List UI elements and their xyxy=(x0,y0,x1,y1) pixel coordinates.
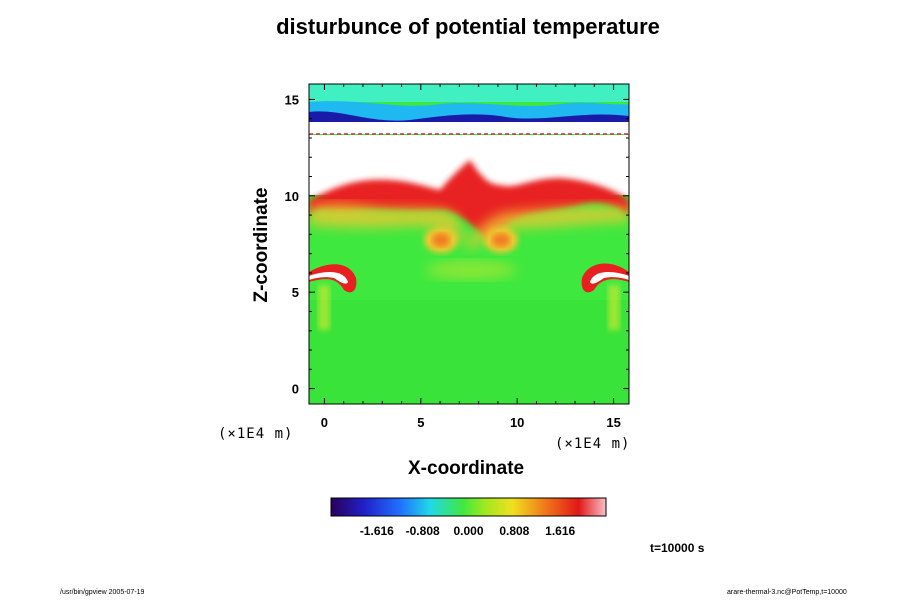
y-tick-label: 0 xyxy=(292,382,299,397)
upper-layer-cyan xyxy=(309,84,629,102)
x-axis-unit: (×1E4 m) xyxy=(555,436,631,452)
footer-left: /usr/bin/gpview 2005-07-19 xyxy=(60,589,145,596)
colorbar-tick-label: 1.616 xyxy=(545,524,575,538)
y-axis-unit: (×1E4 m) xyxy=(218,426,294,442)
colorbar-tick-label: 0.000 xyxy=(453,524,483,538)
x-tick-label: 15 xyxy=(606,415,620,430)
y-tick-label: 10 xyxy=(285,189,299,204)
colorbar xyxy=(330,497,607,517)
x-tick-label: 0 xyxy=(321,415,328,430)
x-tick-label: 5 xyxy=(417,415,424,430)
y-tick-label: 5 xyxy=(292,285,299,300)
x-tick-label: 10 xyxy=(510,415,524,430)
mushroom-left xyxy=(309,264,357,293)
y-tick-label: 15 xyxy=(285,92,299,107)
colorbar-tick-labels: -1.616 -0.808 0.000 0.808 1.616 xyxy=(360,524,576,538)
plot-frame xyxy=(308,83,630,405)
time-label: t=10000 s xyxy=(650,541,705,555)
chart-title: disturbunce of potential temperature xyxy=(276,14,660,39)
warm-band xyxy=(309,160,629,240)
axis-ticks xyxy=(309,84,629,404)
mushroom-right xyxy=(581,263,629,293)
colorbar-tick-label: 0.808 xyxy=(499,524,529,538)
potential-temperature-field xyxy=(309,84,629,404)
y-axis-label: Z-coordinate xyxy=(251,187,272,303)
x-axis-label: X-coordinate xyxy=(408,458,525,479)
footer-right: arare-thermal-3.nc@PotTemp,t=10000 xyxy=(727,589,847,596)
colorbar-tick-label: -1.616 xyxy=(360,524,394,538)
colorbar-tick-label: -0.808 xyxy=(406,524,440,538)
axis-tick-labels: 0 5 10 15 0 5 10 15 xyxy=(285,92,621,430)
